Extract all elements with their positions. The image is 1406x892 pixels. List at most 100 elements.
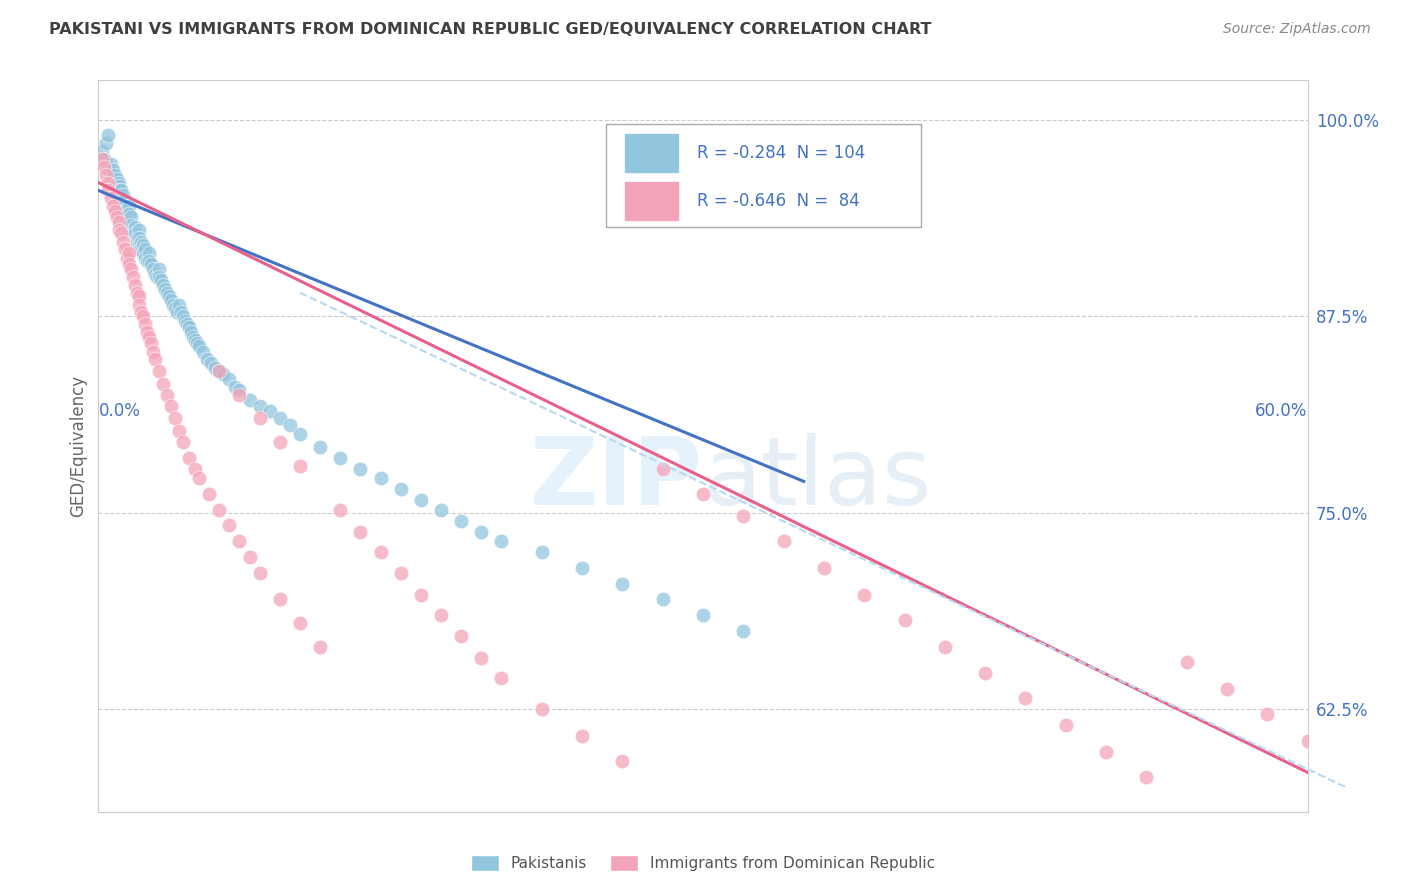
Point	[146, 269, 169, 284]
Point	[93, 152, 115, 166]
Point	[288, 615, 311, 630]
Text: atlas: atlas	[703, 433, 931, 524]
Point	[101, 163, 124, 178]
Point	[132, 238, 155, 252]
Text: R = -0.646  N =  84: R = -0.646 N = 84	[697, 192, 859, 210]
Point	[195, 351, 218, 366]
Point	[1296, 734, 1319, 748]
Point	[101, 199, 124, 213]
Point	[97, 183, 120, 197]
Point	[370, 545, 392, 559]
Point	[309, 440, 332, 454]
Point	[139, 257, 162, 271]
Point	[107, 223, 129, 237]
Point	[172, 310, 194, 324]
Point	[733, 508, 755, 523]
Point	[1256, 707, 1278, 722]
Point	[239, 392, 262, 407]
Point	[124, 226, 146, 240]
Point	[491, 534, 513, 549]
Point	[692, 608, 714, 623]
Point	[160, 399, 183, 413]
Point	[107, 178, 129, 193]
Point	[107, 191, 129, 205]
Point	[105, 210, 128, 224]
Point	[269, 411, 291, 425]
Point	[125, 235, 148, 250]
Point	[170, 304, 193, 318]
Point	[138, 246, 160, 260]
Point	[121, 226, 143, 240]
Point	[571, 561, 593, 575]
Point	[208, 502, 231, 516]
Point	[228, 388, 250, 402]
Text: 0.0%: 0.0%	[98, 402, 141, 420]
Point	[115, 207, 138, 221]
Point	[853, 588, 876, 602]
Point	[208, 364, 231, 378]
FancyBboxPatch shape	[624, 181, 679, 221]
Point	[118, 207, 141, 221]
Point	[530, 702, 553, 716]
Point	[152, 376, 174, 391]
Point	[571, 729, 593, 743]
Point	[409, 493, 432, 508]
Point	[125, 285, 148, 300]
Point	[329, 502, 352, 516]
FancyBboxPatch shape	[624, 133, 679, 173]
Point	[224, 380, 246, 394]
Point	[450, 628, 472, 642]
Point	[249, 411, 271, 425]
Point	[134, 251, 156, 265]
Point	[893, 613, 915, 627]
Point	[1135, 770, 1157, 784]
Point	[157, 289, 180, 303]
Point	[184, 462, 207, 476]
Point	[733, 624, 755, 638]
Point	[167, 298, 190, 312]
Point	[193, 345, 215, 359]
Point	[91, 144, 114, 158]
Point	[115, 251, 138, 265]
Point	[93, 160, 115, 174]
Point	[430, 608, 453, 623]
Point	[470, 650, 492, 665]
Point	[162, 298, 184, 312]
Point	[118, 219, 141, 234]
Point	[129, 235, 152, 250]
Point	[1216, 681, 1239, 696]
Point	[179, 320, 201, 334]
Point	[249, 399, 271, 413]
Point	[1095, 745, 1118, 759]
Point	[612, 576, 634, 591]
Point	[269, 592, 291, 607]
Point	[651, 592, 673, 607]
Point	[370, 471, 392, 485]
Point	[1175, 655, 1198, 669]
Point	[309, 640, 332, 654]
Point	[132, 310, 155, 324]
Point	[129, 242, 152, 256]
Point	[167, 424, 190, 438]
Point	[124, 277, 146, 292]
Point	[96, 168, 118, 182]
Point	[430, 502, 453, 516]
Point	[107, 176, 129, 190]
Point	[118, 257, 141, 271]
Point	[138, 254, 160, 268]
Point	[111, 194, 134, 209]
Point	[349, 462, 371, 476]
Point	[156, 388, 179, 402]
Point	[107, 215, 129, 229]
Point	[491, 671, 513, 685]
Point	[1054, 718, 1077, 732]
Point	[228, 534, 250, 549]
Point	[181, 329, 204, 343]
Point	[974, 666, 997, 681]
Point	[239, 549, 262, 564]
Point	[166, 304, 188, 318]
Point	[96, 136, 118, 151]
Point	[218, 372, 240, 386]
Point	[163, 411, 186, 425]
Point	[110, 226, 132, 240]
